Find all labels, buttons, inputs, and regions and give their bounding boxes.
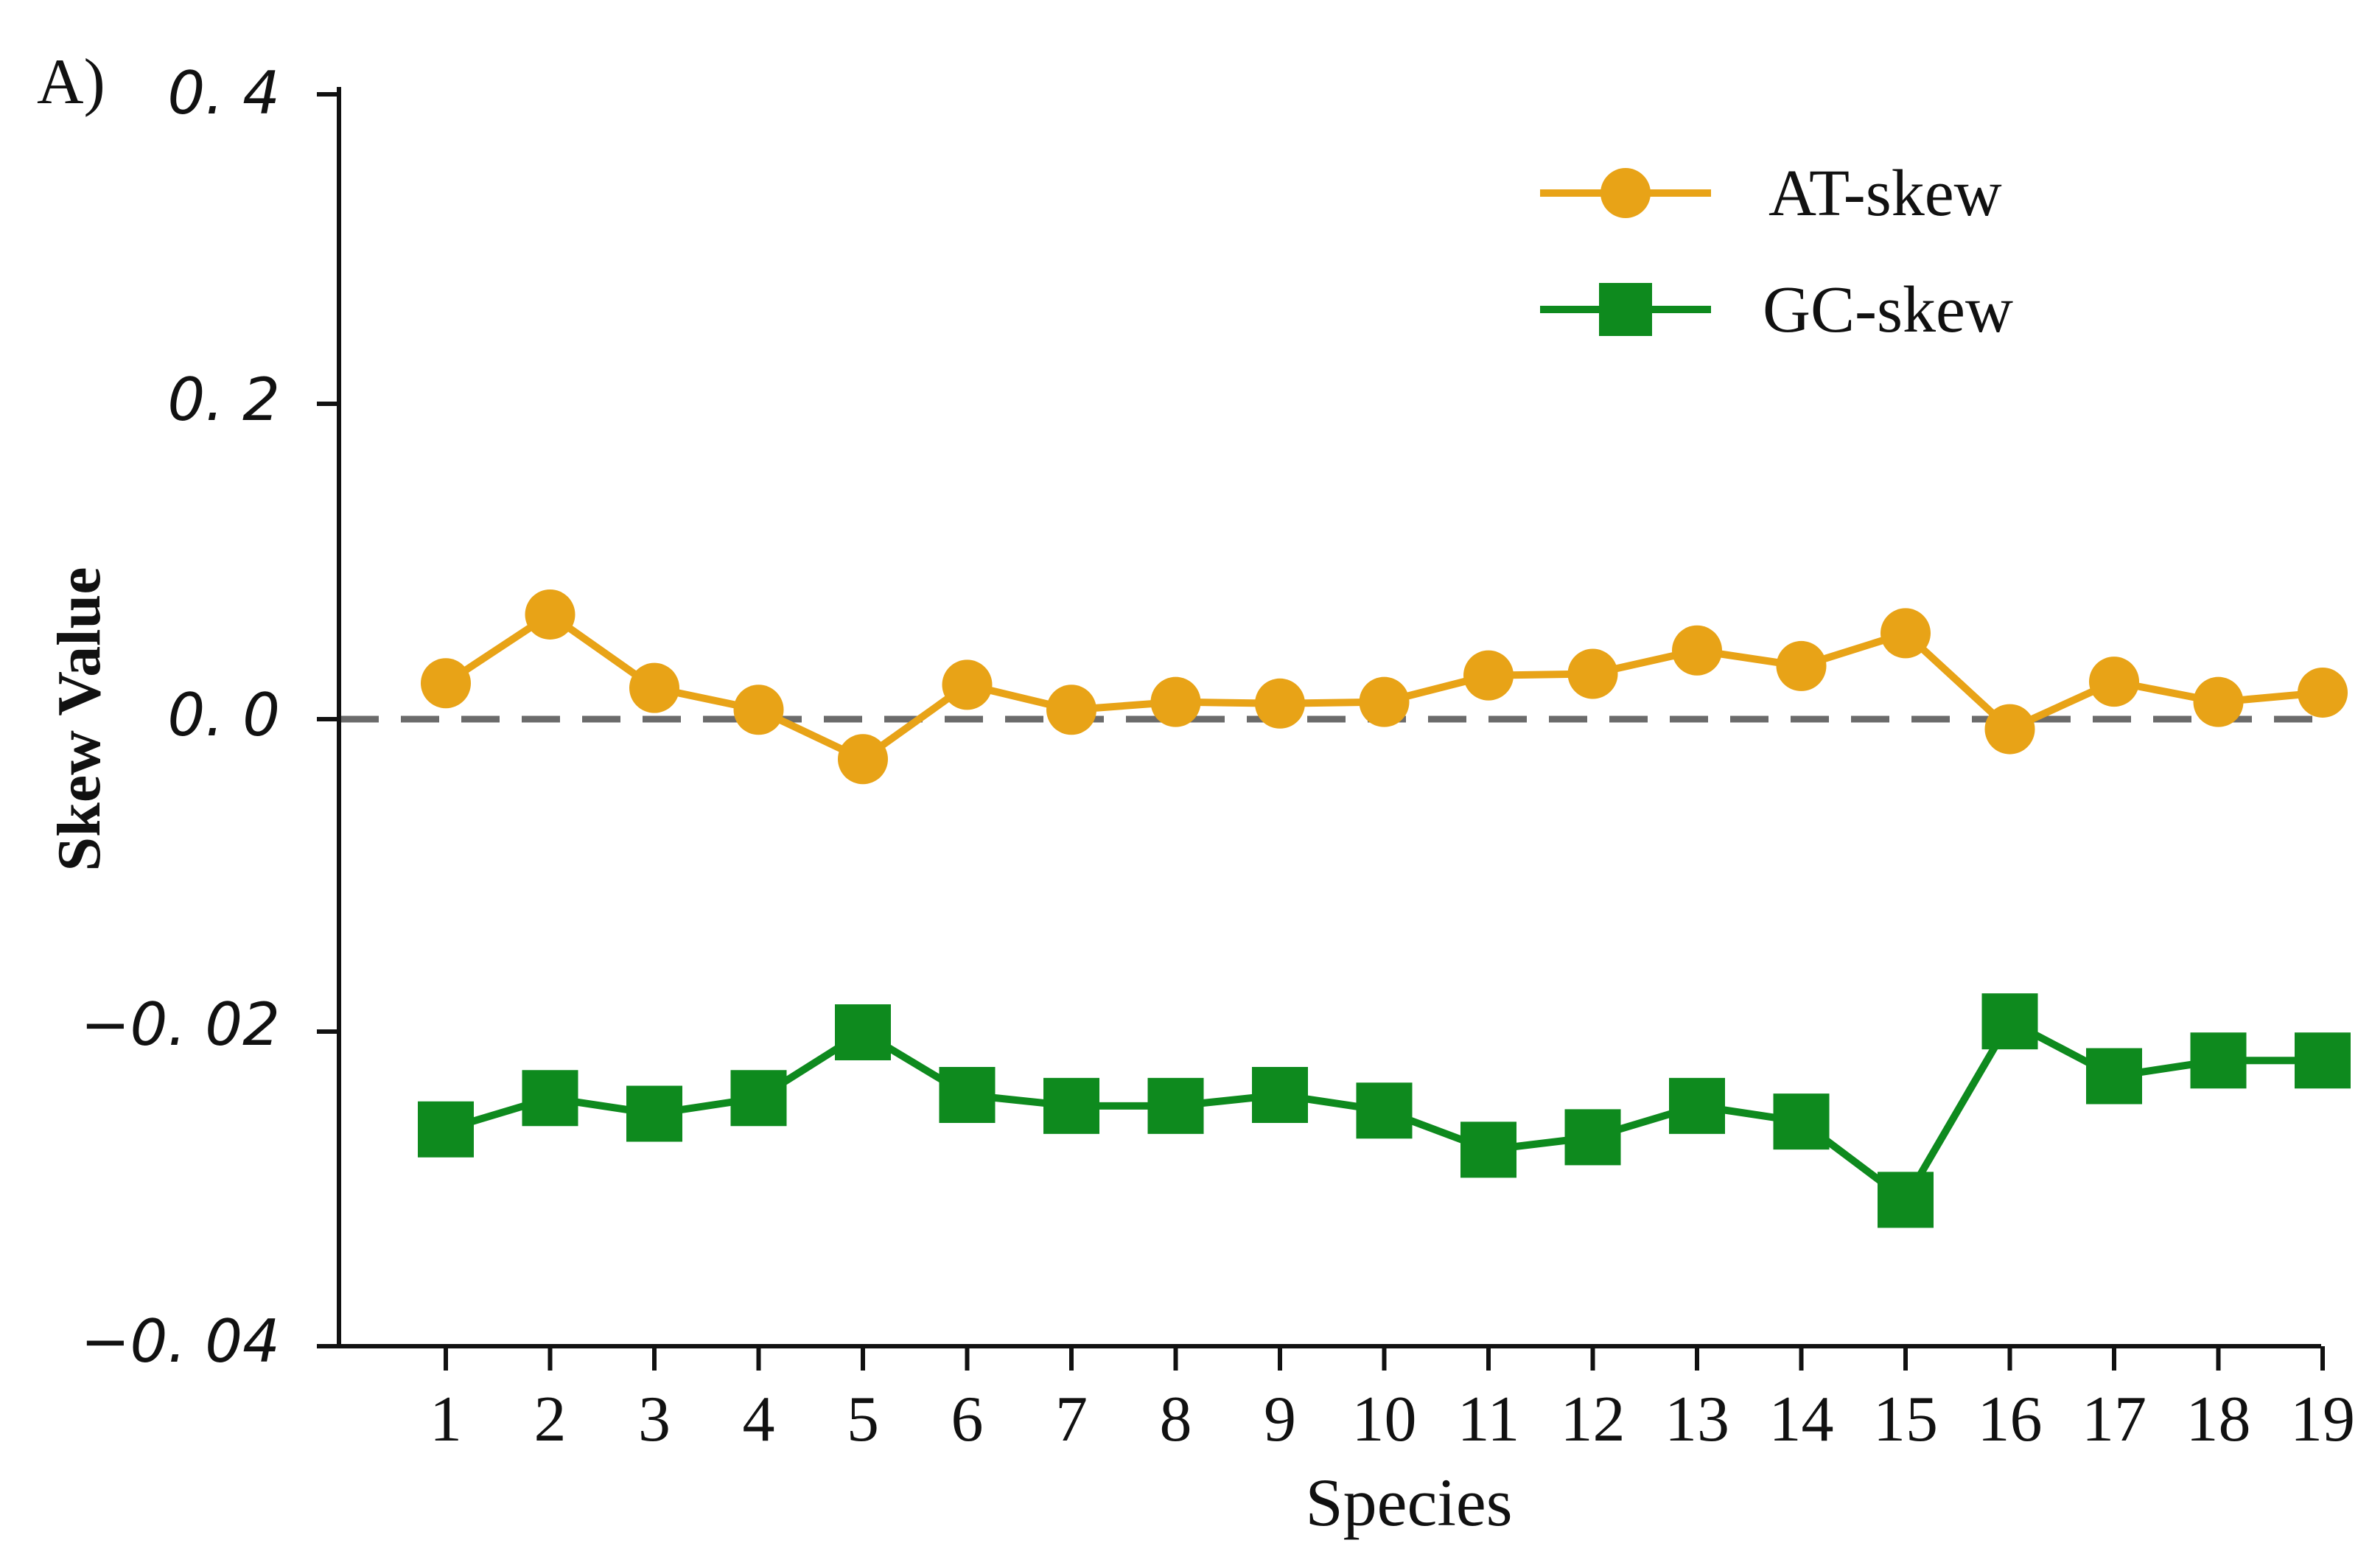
data-point-at-skew bbox=[942, 659, 993, 710]
x-tick-label: 14 bbox=[1769, 1384, 1834, 1455]
data-point-at-skew bbox=[1984, 704, 2035, 755]
data-point-at-skew bbox=[1150, 676, 1201, 727]
x-tick-label: 1 bbox=[430, 1384, 462, 1455]
y-axis-label: Skew Value bbox=[45, 567, 113, 871]
data-point-gc-skew bbox=[1878, 1172, 1934, 1228]
x-tick-label: 9 bbox=[1264, 1384, 1296, 1455]
data-point-at-skew bbox=[1046, 685, 1096, 735]
x-tick-label: 8 bbox=[1160, 1384, 1192, 1455]
y-tick-label: 0. 0 bbox=[167, 681, 280, 749]
y-tick-labels: 0. 4 0. 2 0. 0 −0. 02 −0. 04 bbox=[80, 59, 280, 1376]
y-tick-label: −0. 02 bbox=[80, 990, 280, 1059]
data-point-at-skew bbox=[421, 658, 471, 709]
y-tick-label: −0. 04 bbox=[80, 1307, 280, 1376]
data-point-at-skew bbox=[1359, 676, 1410, 727]
data-point-gc-skew bbox=[2295, 1032, 2351, 1089]
series-layer bbox=[418, 589, 2351, 1228]
data-point-gc-skew bbox=[1252, 1067, 1308, 1123]
x-tick-label: 16 bbox=[1978, 1384, 2043, 1455]
data-point-at-skew bbox=[1881, 608, 1931, 659]
legend-label-at-skew: AT-skew bbox=[1768, 157, 2002, 230]
data-point-gc-skew bbox=[626, 1085, 682, 1142]
data-point-at-skew bbox=[1672, 625, 1722, 676]
x-tick-label: 4 bbox=[743, 1384, 775, 1455]
x-tick-label: 18 bbox=[2186, 1384, 2251, 1455]
y-tick-label: 0. 4 bbox=[167, 59, 280, 127]
data-point-gc-skew bbox=[1981, 993, 2038, 1050]
x-tick-label: 15 bbox=[1873, 1384, 1938, 1455]
data-point-gc-skew bbox=[2190, 1032, 2247, 1089]
data-point-gc-skew bbox=[2086, 1048, 2142, 1105]
data-point-gc-skew bbox=[1043, 1077, 1099, 1134]
legend: AT-skew GC-skew bbox=[1540, 157, 2013, 346]
x-tick-label: 17 bbox=[2082, 1384, 2147, 1455]
data-point-gc-skew bbox=[1356, 1082, 1413, 1139]
data-point-gc-skew bbox=[1147, 1077, 1204, 1134]
x-tick-label: 11 bbox=[1458, 1384, 1520, 1455]
x-tick-label: 3 bbox=[638, 1384, 671, 1455]
data-point-at-skew bbox=[1567, 648, 1618, 699]
x-tick-label: 6 bbox=[951, 1384, 984, 1455]
data-point-gc-skew bbox=[418, 1101, 474, 1158]
data-point-gc-skew bbox=[1773, 1093, 1830, 1150]
x-tick-labels: 1 2 3 4 5 6 7 8 9 10 11 12 13 14 15 16 17 18 19 bbox=[430, 1384, 2355, 1455]
y-tick-marks bbox=[317, 92, 339, 1348]
x-tick-marks bbox=[444, 1346, 2325, 1371]
x-tick-label: 19 bbox=[2290, 1384, 2355, 1455]
data-point-gc-skew bbox=[1669, 1077, 1725, 1134]
data-point-at-skew bbox=[2193, 676, 2244, 727]
x-tick-label: 2 bbox=[534, 1384, 567, 1455]
data-point-at-skew bbox=[629, 662, 679, 713]
legend-label-gc-skew: GC-skew bbox=[1763, 273, 2013, 346]
data-point-gc-skew bbox=[835, 1004, 891, 1060]
data-point-gc-skew bbox=[522, 1070, 578, 1127]
data-point-at-skew bbox=[1255, 678, 1305, 729]
data-point-gc-skew bbox=[1564, 1109, 1621, 1166]
panel-label: A) bbox=[37, 46, 105, 118]
x-tick-label: 13 bbox=[1665, 1384, 1729, 1455]
x-tick-label: 7 bbox=[1055, 1384, 1088, 1455]
data-point-at-skew bbox=[733, 685, 784, 735]
data-point-at-skew bbox=[2298, 667, 2348, 718]
x-tick-label: 10 bbox=[1352, 1384, 1417, 1455]
data-point-at-skew bbox=[838, 734, 888, 785]
x-axis-label: Species bbox=[1305, 1465, 1512, 1540]
data-point-at-skew bbox=[2089, 657, 2139, 707]
data-point-gc-skew bbox=[1460, 1121, 1516, 1178]
legend-marker-gc-skew bbox=[1599, 283, 1652, 336]
data-point-at-skew bbox=[1463, 650, 1514, 701]
y-tick-label: 0. 2 bbox=[167, 365, 280, 434]
x-tick-label: 5 bbox=[847, 1384, 879, 1455]
legend-marker-at-skew bbox=[1600, 168, 1651, 218]
x-tick-label: 12 bbox=[1561, 1384, 1626, 1455]
data-point-at-skew bbox=[1776, 640, 1827, 691]
data-point-gc-skew bbox=[939, 1067, 996, 1123]
data-point-at-skew bbox=[525, 589, 575, 640]
data-point-gc-skew bbox=[730, 1070, 787, 1127]
